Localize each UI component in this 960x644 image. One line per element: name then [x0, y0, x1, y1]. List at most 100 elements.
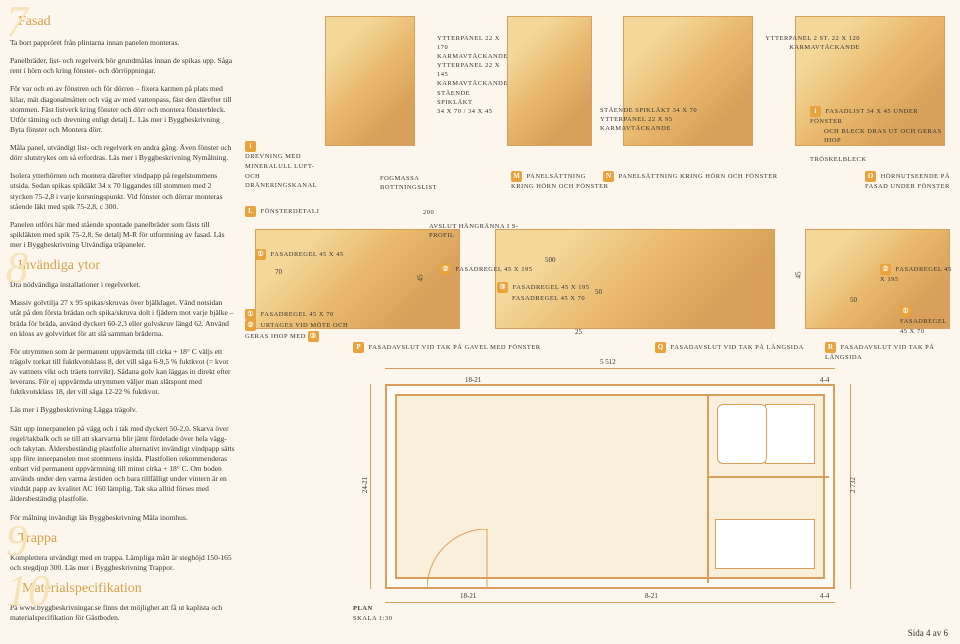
- labels-right: STÅENDE SPIKLÄKT 34 X 70 YTTERPANEL 22 X…: [600, 106, 700, 133]
- detail-M-image: [507, 16, 592, 146]
- l45195b: FASADREGEL 45 X 195: [513, 284, 590, 291]
- badge-O: O: [865, 171, 876, 182]
- d1821b: 18-21: [460, 592, 476, 600]
- badge-p3: ③: [497, 282, 508, 293]
- badge-i1: i: [245, 141, 256, 152]
- badge-p4: ①: [245, 309, 256, 320]
- cap-R-text: FASADAVSLUT VID TAK PÅ LÅNGSIDA: [825, 344, 934, 361]
- plan-fixture-shower: [717, 404, 767, 464]
- d45a: 45: [417, 275, 425, 282]
- badge-p2: ②: [440, 264, 451, 275]
- lab-45x195-2: ③ FASADREGEL 45 X 195: [497, 282, 589, 293]
- skala-label: SKALA 1:30: [353, 615, 393, 622]
- lfog: FOGMASSA: [380, 174, 437, 183]
- lt5: TRÖSKELBLECK: [810, 155, 950, 164]
- section-8-title: Invändiga ytor: [10, 258, 235, 274]
- cap-N-text: PANELSÄTTNING KRING HÖRN OCH FÖNSTER: [619, 173, 778, 180]
- section-9-title: Trappa: [10, 531, 235, 547]
- s7p1: Ta bort pappröret från plintarna innan p…: [10, 38, 235, 48]
- left-column: 7 Fasad Ta bort pappröret från plintarna…: [10, 6, 235, 631]
- s7p2: Panelbräder, list- och regelverk bör gru…: [10, 56, 235, 76]
- s7p4: Måla panel, utvändigt list- och regelver…: [10, 143, 235, 163]
- cap-O-text: HÖRNUTSEENDE PÅ FASAD UNDER FÖNSTER: [865, 173, 950, 190]
- badge-P: P: [353, 342, 364, 353]
- label-fog: FOGMASSA BOTTNINGSLIST: [380, 174, 437, 192]
- cap-R: R FASADAVSLUT VID TAK PÅ LÅNGSIDA: [825, 342, 954, 363]
- cap-Q: Q FASADAVSLUT VID TAK PÅ LÅNGSIDA: [655, 342, 804, 353]
- badge-L: L: [245, 206, 256, 217]
- lm1: YTTERPANEL 22 X 170: [437, 34, 507, 52]
- badge-N: N: [603, 171, 614, 182]
- label-L-caption: L FÖNSTERDETALJ: [245, 206, 319, 217]
- label-L-cap-text: FÖNSTERDETALJ: [261, 208, 320, 215]
- floor-plan: [385, 384, 835, 589]
- section-10-num: 10: [6, 565, 50, 616]
- plan-fixture-kitchen: [715, 519, 815, 569]
- cap-Q-text: FASADAVSLUT VID TAK PÅ LÅNGSIDA: [671, 344, 804, 351]
- plan-partition: [707, 394, 709, 583]
- section-7-num: 7: [6, 0, 28, 47]
- cap-P: P FASADAVSLUT VID TAK PÅ GAVEL MED FÖNST…: [353, 342, 541, 353]
- lab-45x70-r: ① FASADREGEL 45 X 70: [900, 306, 954, 337]
- badge-i2: i: [810, 106, 821, 117]
- label-avslut: AVSLUT HÄNGRÄNNA I S-PROFIL: [429, 222, 519, 240]
- lab-45x45: ① FASADREGEL 45 X 45: [255, 249, 344, 260]
- lab-45x195-r: ② FASADREGEL 45 X 195: [880, 264, 954, 285]
- cap-N: N PANELSÄTTNING KRING HÖRN OCH FÖNSTER: [603, 171, 783, 182]
- section-8: 8 Invändiga ytor Dra nödvändiga installa…: [10, 258, 235, 523]
- d2422: 24-21: [361, 477, 369, 493]
- section-9-num: 9: [6, 515, 28, 566]
- s8p2: Massiv golvtilja 27 x 95 spikas/skruvas …: [10, 298, 235, 339]
- section-10: 10 Materialspecifikation På www.byggbesk…: [10, 581, 235, 623]
- lm3: YTTERPANEL 22 X 145: [437, 61, 507, 79]
- label-L-left: i DREVNING MED MINERALULL LUFT- OCH DRÄN…: [245, 141, 325, 191]
- s7p5: Isolera ytterhörnen och montera därefter…: [10, 171, 235, 212]
- lr3: KARMAVTÄCKANDE: [600, 124, 700, 133]
- s8p3: För utrymmen som är permanent uppvärmda …: [10, 347, 235, 398]
- detail-Q-image: [495, 229, 775, 329]
- d1821a: 18-21: [465, 376, 481, 384]
- badge-Q: Q: [655, 342, 666, 353]
- dim-top: [385, 368, 835, 369]
- l4570q: FASADREGEL 45 X 70: [512, 295, 585, 302]
- l4545: FASADREGEL 45 X 45: [271, 251, 344, 258]
- s8p1: Dra nödvändiga installationer i regelver…: [10, 280, 235, 290]
- d5512: 5 512: [600, 358, 616, 366]
- l4570: FASADREGEL 45 X 70: [261, 311, 334, 318]
- d44a: 4-4: [820, 376, 829, 384]
- lm5: STÅENDE SPIKLÄKT: [437, 89, 507, 107]
- lm6: 34 X 70 / 34 X 45: [437, 107, 507, 116]
- plan-fixture-wc: [765, 404, 815, 464]
- cap-O: O HÖRNUTSEENDE PÅ FASAD UNDER FÖNSTER: [865, 171, 955, 192]
- d44b: 4-4: [820, 592, 829, 600]
- lr2: YTTERPANEL 22 X 95: [600, 115, 700, 124]
- d25: 25: [575, 328, 582, 336]
- d2732: 2 732: [849, 477, 857, 493]
- detail-L-image: [325, 16, 415, 146]
- labels-mid: YTTERPANEL 22 X 170 KARMAVTÄCKANDE YTTER…: [437, 34, 507, 116]
- lab-45x70-q: FASADREGEL 45 X 70: [512, 294, 585, 304]
- dim-left: [370, 384, 371, 589]
- lurtag: URTAGES VID MÖTE OCH GERAS IHOP MED: [245, 322, 348, 340]
- lt4: OCH BLECK DRAS UT OCH GERAS IHOP: [810, 127, 950, 145]
- labels-top-r: YTTERPANEL 2 ST. 22 X 120 KARMAVTÄCKANDE: [760, 34, 860, 52]
- lab-45x195-1: ② FASADREGEL 45 X 195: [440, 264, 532, 275]
- lt3: FASADLIST 34 X 45 UNDER FÖNSTER: [810, 108, 918, 125]
- plan-partition2: [707, 476, 829, 478]
- lt1: YTTERPANEL 2 ST. 22 X 120: [760, 34, 860, 43]
- badge-M: M: [511, 171, 522, 182]
- plan-caption: PLAN SKALA 1:30: [353, 604, 393, 624]
- d821: 8-21: [645, 592, 658, 600]
- lbott: BOTTNINGSLIST: [380, 183, 437, 192]
- lavs: AVSLUT HÄNGRÄNNA I S-PROFIL: [429, 222, 519, 240]
- section-7: 7 Fasad Ta bort pappröret från plintarna…: [10, 6, 235, 250]
- plan-label: PLAN: [353, 605, 373, 612]
- section-8-num: 8: [6, 242, 28, 293]
- plan-door-swing-icon: [427, 529, 497, 589]
- label-L-drev: DREVNING MED MINERALULL LUFT- OCH DRÄNER…: [245, 153, 317, 189]
- lm4: KARMAVTÄCKANDE: [437, 79, 507, 88]
- s8p5: Sätt upp innerpanelen på vägg och i tak …: [10, 424, 235, 505]
- lm2: KARMAVTÄCKANDE: [437, 52, 507, 61]
- s7p6: Panelen utförs här med stående spontade …: [10, 220, 235, 250]
- badge-p5: ②: [245, 320, 256, 331]
